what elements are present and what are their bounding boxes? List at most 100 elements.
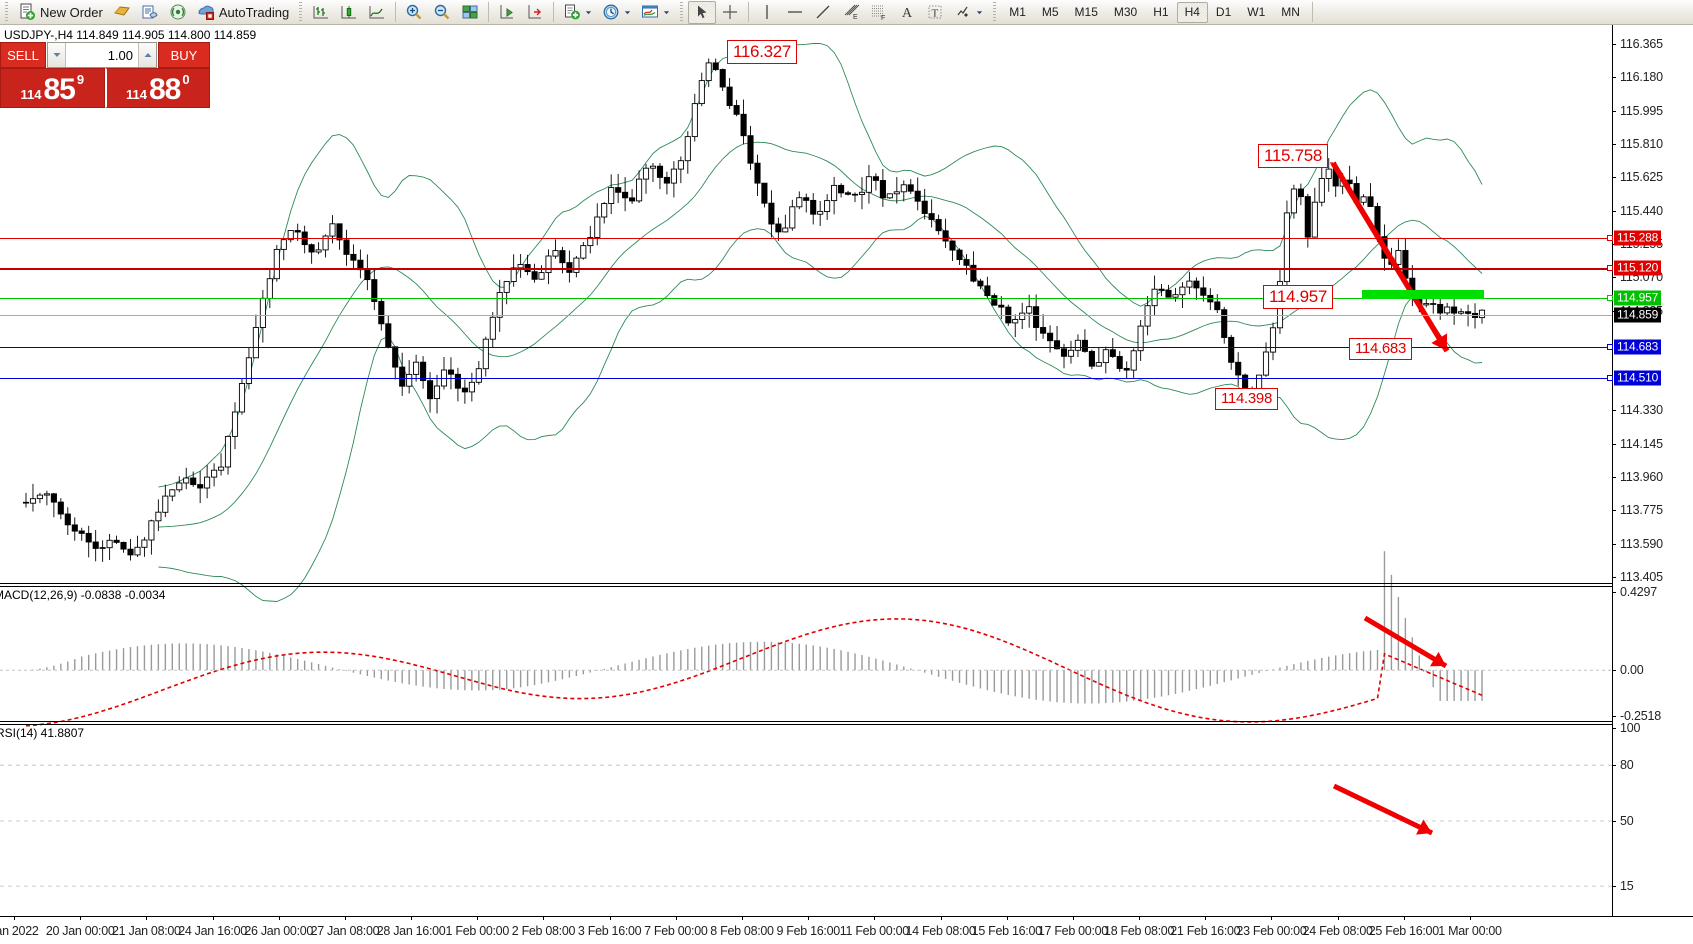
candlestick <box>148 519 155 555</box>
buy-button[interactable]: BUY <box>158 42 210 68</box>
price-level-line[interactable] <box>0 268 1612 270</box>
timeframe-m30-button[interactable]: M30 <box>1113 4 1138 19</box>
candlestick <box>928 199 935 228</box>
candlestick <box>1388 247 1395 269</box>
chevron-down-icon[interactable] <box>976 9 983 16</box>
new-order-button[interactable]: New Order <box>13 1 108 24</box>
price-downtrend-arrow[interactable] <box>1330 161 1450 353</box>
volume-value[interactable]: 1.00 <box>107 47 133 63</box>
sell-price-display[interactable]: 114 85 9 <box>0 68 105 108</box>
candlestick <box>371 268 378 310</box>
price-level-handle[interactable] <box>1607 234 1613 241</box>
signals-button[interactable] <box>164 1 192 24</box>
timeframe-d1-button[interactable]: D1 <box>1215 4 1232 19</box>
time-axis-tick-label: 1 Mar 00:00 <box>1438 924 1502 938</box>
auto-scroll-button[interactable] <box>493 1 521 24</box>
chart-annotation-label[interactable]: 115.758 <box>1258 144 1329 168</box>
candlestick <box>733 99 740 117</box>
line-chart-icon <box>369 6 385 19</box>
svg-text:F: F <box>881 15 885 21</box>
candlestick <box>719 68 726 92</box>
terminal-button[interactable] <box>136 1 164 24</box>
price-level-handle[interactable] <box>1607 375 1613 382</box>
chart-annotation-label[interactable]: 114.957 <box>1263 285 1334 309</box>
resistance-highlight-bar <box>1362 290 1484 299</box>
candlestick <box>406 360 413 394</box>
crosshair-tool-button[interactable] <box>716 1 744 24</box>
shapes-tool-button[interactable] <box>949 1 988 24</box>
candlestick <box>531 263 538 283</box>
price-level-handle[interactable] <box>1607 265 1613 272</box>
price-level-handle[interactable] <box>1607 343 1613 350</box>
candlestick <box>963 254 970 275</box>
timeframe-h1-button[interactable]: H1 <box>1153 4 1169 19</box>
price-axis-tick-label: 113.960 <box>1620 470 1663 485</box>
bollinger-bands <box>158 42 1483 602</box>
text-label-tool-button[interactable]: T <box>921 1 949 24</box>
macd-downtrend-arrow[interactable] <box>1363 615 1448 669</box>
volume-stepper[interactable]: 1.00 <box>47 42 157 68</box>
sell-button[interactable]: SELL <box>0 42 46 68</box>
candlestick <box>1026 294 1033 328</box>
candlestick <box>496 279 503 332</box>
chevron-down-icon[interactable] <box>624 9 631 16</box>
price-axis-tick <box>1612 443 1616 445</box>
volume-increase-button[interactable] <box>138 43 156 67</box>
data-window-button[interactable] <box>108 1 136 24</box>
toolbar-grip-4[interactable] <box>990 1 1000 23</box>
toolbar-grip[interactable] <box>2 1 11 23</box>
bar-chart-button[interactable] <box>307 1 335 24</box>
volume-decrease-button[interactable] <box>48 43 66 67</box>
timeframe-w1-button[interactable]: W1 <box>1247 4 1266 19</box>
fibonacci-tool-button[interactable]: F <box>865 1 893 24</box>
price-level-handle[interactable] <box>1607 294 1613 301</box>
buy-price-display[interactable]: 114 88 0 <box>104 68 210 108</box>
chevron-down-icon[interactable] <box>663 9 670 16</box>
chevron-down-icon[interactable] <box>585 9 592 16</box>
rsi-downtrend-arrow[interactable] <box>1332 783 1434 836</box>
candlestick <box>1478 309 1486 324</box>
timeframe-h4-button[interactable]: H4 <box>1176 1 1208 23</box>
chart-annotation-label[interactable]: 114.398 <box>1215 388 1279 410</box>
text-tool-button[interactable]: A <box>893 1 921 24</box>
timeframe-m15-button[interactable]: M15 <box>1074 4 1098 19</box>
toolbar-grip-3[interactable] <box>677 1 687 23</box>
price-level-line[interactable] <box>0 315 1612 317</box>
toolbar-grip-2[interactable] <box>296 1 306 23</box>
price-level-line[interactable] <box>0 378 1612 380</box>
price-level-line[interactable] <box>0 237 1612 240</box>
candlestick <box>524 254 531 276</box>
trendline-tool-button[interactable] <box>809 1 837 24</box>
autotrading-button[interactable]: AutoTrading <box>192 1 294 24</box>
candlestick-chart-button[interactable] <box>335 1 363 24</box>
timeframe-mn-button[interactable]: MN <box>1281 4 1300 19</box>
candlestick <box>865 164 872 204</box>
chart-shift-button[interactable] <box>521 1 549 24</box>
auto-scroll-icon <box>500 5 514 19</box>
templates-button[interactable] <box>636 1 675 24</box>
horizontal-line-tool-button[interactable] <box>781 1 809 24</box>
new-order-icon <box>20 3 35 20</box>
price-axis-tick <box>1612 477 1616 479</box>
zoom-in-button[interactable] <box>400 1 428 24</box>
tile-windows-button[interactable] <box>456 1 484 24</box>
cursor-tool-button[interactable] <box>688 0 717 24</box>
line-chart-button[interactable] <box>363 1 391 24</box>
svg-text:T: T <box>932 8 939 20</box>
timeframe-group: M1 M5 M15 M30 H1 H4 D1 W1 MN <box>1001 1 1308 23</box>
signals-icon <box>170 4 186 20</box>
timeframe-m1-button[interactable]: M1 <box>1009 4 1026 19</box>
periods-button[interactable] <box>597 1 636 24</box>
time-axis-tick <box>874 916 876 920</box>
timeframe-m5-button[interactable]: M5 <box>1041 4 1059 19</box>
zoom-out-button[interactable] <box>428 1 456 24</box>
candlestick <box>663 171 670 195</box>
chart-annotation-label[interactable]: 114.683 <box>1349 338 1413 360</box>
candlestick <box>134 535 141 558</box>
candlestick <box>935 214 942 235</box>
indicators-button[interactable] <box>558 1 597 24</box>
chart-annotation-label[interactable]: 116.327 <box>727 40 798 64</box>
vertical-line-tool-button[interactable] <box>753 1 781 24</box>
elliott-wave-tool-button[interactable]: E <box>837 1 865 24</box>
